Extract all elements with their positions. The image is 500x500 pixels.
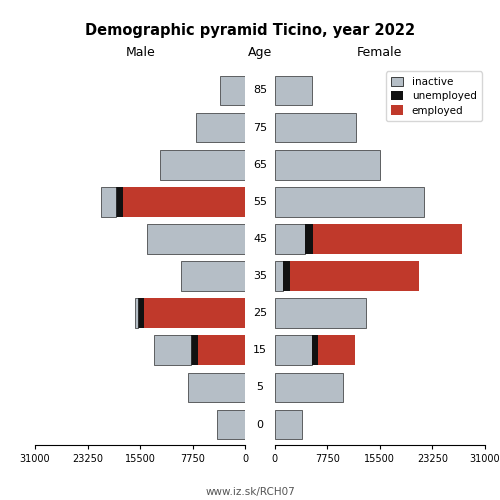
- Text: Female: Female: [357, 46, 403, 58]
- Bar: [290, 261, 418, 291]
- Text: 75: 75: [253, 122, 267, 132]
- Bar: [274, 224, 305, 254]
- Bar: [138, 298, 143, 328]
- Bar: [274, 76, 312, 106]
- Bar: [181, 261, 246, 291]
- Bar: [217, 410, 246, 440]
- Bar: [154, 336, 191, 365]
- Text: 35: 35: [253, 271, 267, 281]
- Bar: [191, 336, 198, 365]
- Text: 55: 55: [253, 197, 267, 207]
- Text: 45: 45: [253, 234, 267, 244]
- Bar: [196, 112, 246, 142]
- Text: Demographic pyramid Ticino, year 2022: Demographic pyramid Ticino, year 2022: [85, 22, 415, 38]
- Bar: [134, 298, 138, 328]
- Bar: [283, 261, 290, 291]
- Bar: [147, 224, 246, 254]
- Text: 65: 65: [253, 160, 267, 170]
- Bar: [144, 298, 246, 328]
- Text: www.iz.sk/RCH07: www.iz.sk/RCH07: [205, 487, 295, 497]
- Bar: [274, 410, 302, 440]
- Text: 85: 85: [253, 86, 267, 96]
- Text: 5: 5: [256, 382, 264, 392]
- Bar: [101, 187, 116, 216]
- Bar: [220, 76, 246, 106]
- Bar: [274, 187, 424, 216]
- Text: 15: 15: [253, 346, 267, 356]
- Bar: [312, 224, 462, 254]
- Legend: inactive, unemployed, employed: inactive, unemployed, employed: [386, 72, 482, 121]
- Bar: [274, 298, 366, 328]
- Bar: [305, 224, 312, 254]
- Bar: [274, 372, 342, 402]
- Bar: [274, 336, 312, 365]
- Text: Male: Male: [126, 46, 155, 58]
- Bar: [274, 150, 380, 180]
- Text: 0: 0: [256, 420, 264, 430]
- Bar: [198, 336, 246, 365]
- Bar: [116, 187, 123, 216]
- Bar: [160, 150, 246, 180]
- Bar: [312, 336, 318, 365]
- Text: 25: 25: [253, 308, 267, 318]
- Bar: [274, 112, 356, 142]
- Bar: [318, 336, 356, 365]
- Bar: [274, 261, 283, 291]
- Bar: [123, 187, 246, 216]
- Bar: [188, 372, 246, 402]
- Text: Age: Age: [248, 46, 272, 58]
